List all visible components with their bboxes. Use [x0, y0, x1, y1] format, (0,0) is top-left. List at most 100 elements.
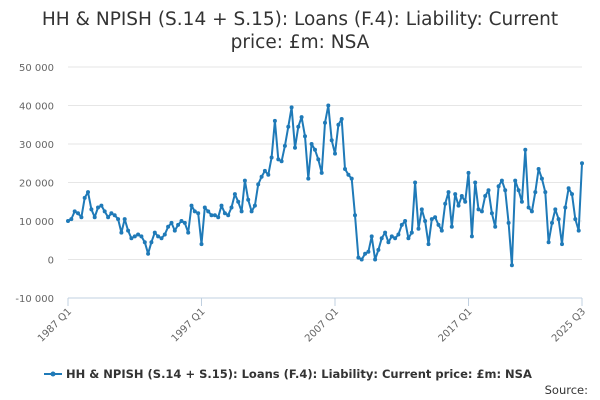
data-point[interactable] [106, 215, 111, 220]
data-point[interactable] [556, 217, 561, 222]
data-point[interactable] [159, 236, 164, 241]
data-point[interactable] [282, 143, 287, 148]
data-point[interactable] [379, 236, 384, 241]
data-point[interactable] [473, 180, 478, 185]
data-point[interactable] [553, 207, 558, 212]
data-point[interactable] [363, 251, 368, 256]
data-point[interactable] [533, 190, 538, 195]
data-point[interactable] [563, 205, 568, 210]
data-point[interactable] [129, 236, 134, 241]
data-point[interactable] [343, 167, 347, 171]
data-point[interactable] [550, 220, 554, 225]
data-point[interactable] [509, 263, 514, 268]
data-point[interactable] [369, 234, 374, 239]
data-point[interactable] [356, 255, 361, 260]
data-point[interactable] [493, 224, 498, 229]
data-point[interactable] [566, 186, 571, 191]
data-point[interactable] [560, 242, 564, 247]
data-point[interactable] [122, 217, 127, 222]
data-point[interactable] [126, 228, 131, 233]
data-point[interactable] [503, 188, 508, 193]
data-point[interactable] [246, 197, 251, 202]
data-point[interactable] [102, 209, 107, 214]
data-point[interactable] [69, 217, 74, 222]
data-point[interactable] [366, 249, 371, 254]
data-point[interactable] [242, 178, 247, 183]
data-point[interactable] [182, 220, 187, 225]
data-point[interactable] [132, 234, 137, 239]
data-point[interactable] [546, 240, 551, 245]
data-point[interactable] [99, 203, 104, 208]
data-point[interactable] [529, 209, 534, 214]
data-point[interactable] [156, 234, 161, 239]
data-point[interactable] [289, 105, 294, 110]
data-point[interactable] [426, 242, 431, 247]
data-point[interactable] [413, 180, 418, 185]
data-point[interactable] [336, 122, 341, 127]
data-point[interactable] [299, 115, 304, 120]
data-point[interactable] [206, 209, 211, 214]
data-point[interactable] [276, 157, 281, 162]
data-point[interactable] [219, 203, 224, 208]
data-point[interactable] [476, 207, 481, 212]
data-point[interactable] [112, 213, 117, 218]
data-point[interactable] [346, 172, 351, 177]
data-point[interactable] [222, 211, 227, 216]
data-point[interactable] [272, 118, 277, 123]
data-point[interactable] [319, 170, 324, 175]
data-point[interactable] [483, 194, 488, 198]
data-point[interactable] [526, 205, 531, 210]
data-point[interactable] [570, 192, 574, 197]
data-point[interactable] [396, 232, 401, 237]
data-point[interactable] [176, 222, 181, 227]
data-point[interactable] [353, 213, 357, 218]
data-point[interactable] [199, 242, 204, 247]
data-point[interactable] [393, 236, 398, 241]
data-point[interactable] [423, 219, 428, 223]
data-point[interactable] [152, 230, 157, 235]
data-point[interactable] [252, 203, 257, 208]
data-point[interactable] [89, 207, 94, 212]
data-point[interactable] [209, 213, 214, 218]
data-point[interactable] [309, 142, 314, 146]
data-point[interactable] [139, 234, 144, 239]
data-point[interactable] [119, 230, 124, 235]
data-point[interactable] [146, 251, 151, 256]
data-point[interactable] [303, 134, 307, 139]
data-point[interactable] [79, 215, 84, 220]
data-point[interactable] [326, 103, 331, 108]
data-point[interactable] [373, 257, 378, 262]
data-point[interactable] [439, 228, 444, 233]
data-point[interactable] [463, 199, 468, 204]
data-point[interactable] [459, 194, 464, 198]
data-point[interactable] [306, 176, 311, 181]
data-point[interactable] [266, 172, 271, 177]
data-point[interactable] [573, 217, 578, 222]
data-point[interactable] [469, 234, 474, 239]
data-point[interactable] [82, 195, 87, 200]
data-point[interactable] [313, 147, 317, 152]
data-point[interactable] [513, 178, 518, 183]
data-point[interactable] [446, 190, 451, 195]
data-point[interactable] [389, 234, 394, 239]
data-point[interactable] [202, 205, 207, 210]
data-point[interactable] [419, 207, 424, 212]
data-point[interactable] [239, 209, 244, 214]
data-point[interactable] [186, 230, 191, 235]
data-point[interactable] [262, 168, 267, 173]
data-point[interactable] [329, 138, 334, 143]
data-point[interactable] [376, 247, 381, 252]
data-point[interactable] [169, 220, 174, 225]
data-point[interactable] [116, 217, 121, 222]
data-point[interactable] [519, 199, 524, 204]
data-point[interactable] [409, 230, 414, 235]
data-point[interactable] [293, 145, 297, 150]
data-point[interactable] [136, 232, 141, 237]
data-point[interactable] [506, 220, 511, 225]
data-point[interactable] [66, 219, 70, 223]
data-point[interactable] [172, 228, 177, 233]
data-point[interactable] [453, 192, 458, 197]
data-point[interactable] [76, 211, 80, 216]
data-point[interactable] [96, 205, 100, 210]
data-point[interactable] [149, 240, 154, 245]
